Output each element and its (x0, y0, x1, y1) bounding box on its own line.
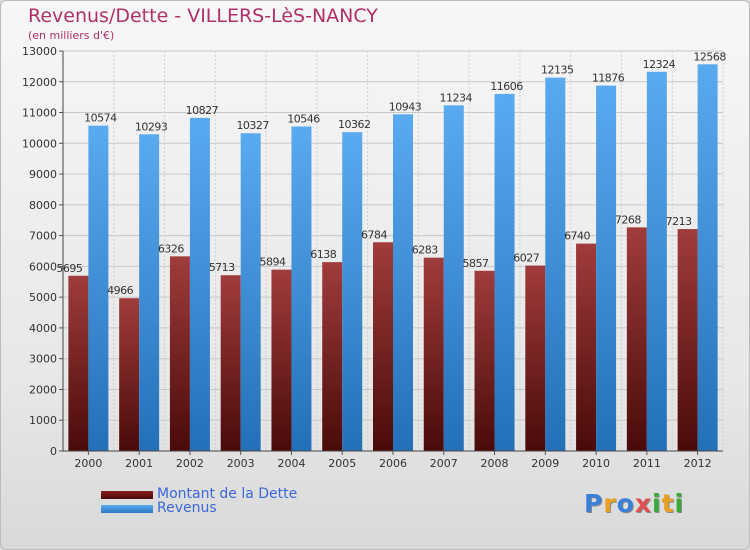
bar-revenus (545, 77, 566, 451)
data-label-revenus: 11876 (592, 72, 625, 85)
x-tick-label: 2005 (328, 457, 356, 470)
y-tick-label: 4000 (29, 322, 57, 335)
bar-dette (576, 243, 597, 451)
data-label-dette: 5857 (463, 257, 489, 270)
y-tick-label: 12000 (22, 76, 57, 89)
logo-letter: x (634, 489, 652, 518)
data-label-dette: 7213 (666, 215, 692, 228)
data-label-dette: 4966 (107, 284, 133, 297)
legend-label-revenus: Revenus (157, 500, 217, 516)
bar-revenus (88, 125, 109, 452)
data-label-revenus: 10574 (84, 112, 117, 125)
y-tick-label: 7000 (29, 230, 57, 243)
x-tick-label: 2007 (430, 457, 458, 470)
y-tick-label: 8000 (29, 199, 57, 212)
data-label-revenus: 10362 (338, 118, 371, 131)
bar-dette (677, 229, 698, 451)
bar-dette (169, 256, 190, 451)
y-tick-label: 3000 (29, 353, 57, 366)
bar-dette (271, 269, 292, 451)
logo-letter: o (616, 489, 635, 518)
bars (68, 64, 718, 452)
data-label-revenus: 12568 (693, 50, 726, 63)
chart-title: Revenus/Dette - VILLERS-LèS-NANCY (28, 5, 378, 27)
bar-revenus (342, 132, 363, 451)
data-label-revenus: 10293 (135, 120, 168, 133)
x-tick-label: 2008 (481, 457, 509, 470)
data-label-dette: 6138 (310, 248, 336, 261)
logo-letter: t (661, 489, 675, 518)
y-tick-label: 10000 (22, 137, 57, 150)
bar-dette (119, 298, 140, 451)
y-tick-label: 0 (50, 445, 57, 458)
logo-letter: i (652, 489, 662, 518)
data-label-dette: 6027 (513, 252, 539, 265)
x-tick-label: 2006 (379, 457, 407, 470)
legend-swatch-revenus (101, 505, 153, 513)
bar-revenus (393, 114, 413, 452)
y-tick-label: 5000 (29, 291, 57, 304)
bar-dette (423, 257, 444, 451)
bar-revenus (494, 93, 515, 452)
data-label-dette: 5894 (259, 256, 285, 269)
y-tick-label: 6000 (29, 260, 57, 273)
x-tick-label: 2004 (277, 457, 305, 470)
bar-revenus (139, 134, 160, 452)
data-label-revenus: 10827 (186, 104, 219, 117)
y-tick-label: 9000 (29, 168, 57, 181)
x-tick-label: 2010 (582, 457, 610, 470)
legend-swatch-dette (101, 491, 153, 499)
chart-subtitle: (en milliers d'€) (28, 29, 115, 42)
x-tick-label: 2003 (227, 457, 255, 470)
data-label-dette: 6283 (412, 244, 438, 257)
data-label-dette: 5695 (56, 262, 82, 275)
y-tick-label: 13000 (22, 45, 57, 58)
x-tick-label: 2009 (531, 457, 559, 470)
x-tick-label: 2000 (74, 457, 102, 470)
data-label-dette: 5713 (209, 261, 235, 274)
y-tick-label: 1000 (29, 414, 57, 427)
bar-dette (474, 270, 495, 451)
bar-revenus (697, 64, 718, 452)
bar-dette (525, 265, 546, 451)
bar-revenus (240, 133, 261, 451)
data-label-dette: 6740 (564, 230, 590, 243)
data-label-revenus: 12324 (643, 58, 676, 71)
bar-dette (220, 275, 241, 451)
bar-dette (373, 242, 393, 451)
x-tick-label: 2012 (684, 457, 712, 470)
x-tick-label: 2011 (633, 457, 661, 470)
y-tick-label: 11000 (22, 107, 57, 120)
bar-revenus (646, 71, 667, 452)
data-label-dette: 7268 (615, 213, 641, 226)
data-labels: 5695 10574 4966 10293 6326 10827 5713 10327 5894… (56, 50, 726, 297)
data-label-revenus: 10943 (389, 100, 422, 113)
legend-label-dette: Montant de la Dette (157, 486, 298, 502)
x-tick-label: 2002 (176, 457, 204, 470)
axes: 0 1000 2000 3000 4000 5000 6000 7000 8000 9000 100… (22, 45, 723, 470)
bar-revenus (189, 117, 210, 451)
data-label-revenus: 10327 (236, 119, 269, 132)
logo-letter: r (603, 489, 617, 518)
data-label-revenus: 11234 (440, 91, 473, 104)
bar-revenus (291, 126, 312, 451)
bar-revenus (596, 85, 617, 451)
bar-dette (626, 227, 647, 451)
data-label-revenus: 11606 (490, 80, 523, 93)
x-tick-label: 2001 (125, 457, 153, 470)
data-label-revenus: 12135 (541, 64, 574, 77)
logo-letter: P (584, 489, 604, 518)
logo-letter: i (674, 489, 685, 518)
data-label-revenus: 10546 (287, 113, 320, 126)
data-label-dette: 6326 (158, 242, 184, 255)
bar-revenus (443, 105, 464, 451)
proxiti-logo: Proxiti (584, 489, 684, 518)
bar-dette (322, 262, 343, 451)
y-tick-label: 2000 (29, 383, 57, 396)
data-label-dette: 6784 (361, 228, 387, 241)
bar-dette (68, 275, 89, 451)
